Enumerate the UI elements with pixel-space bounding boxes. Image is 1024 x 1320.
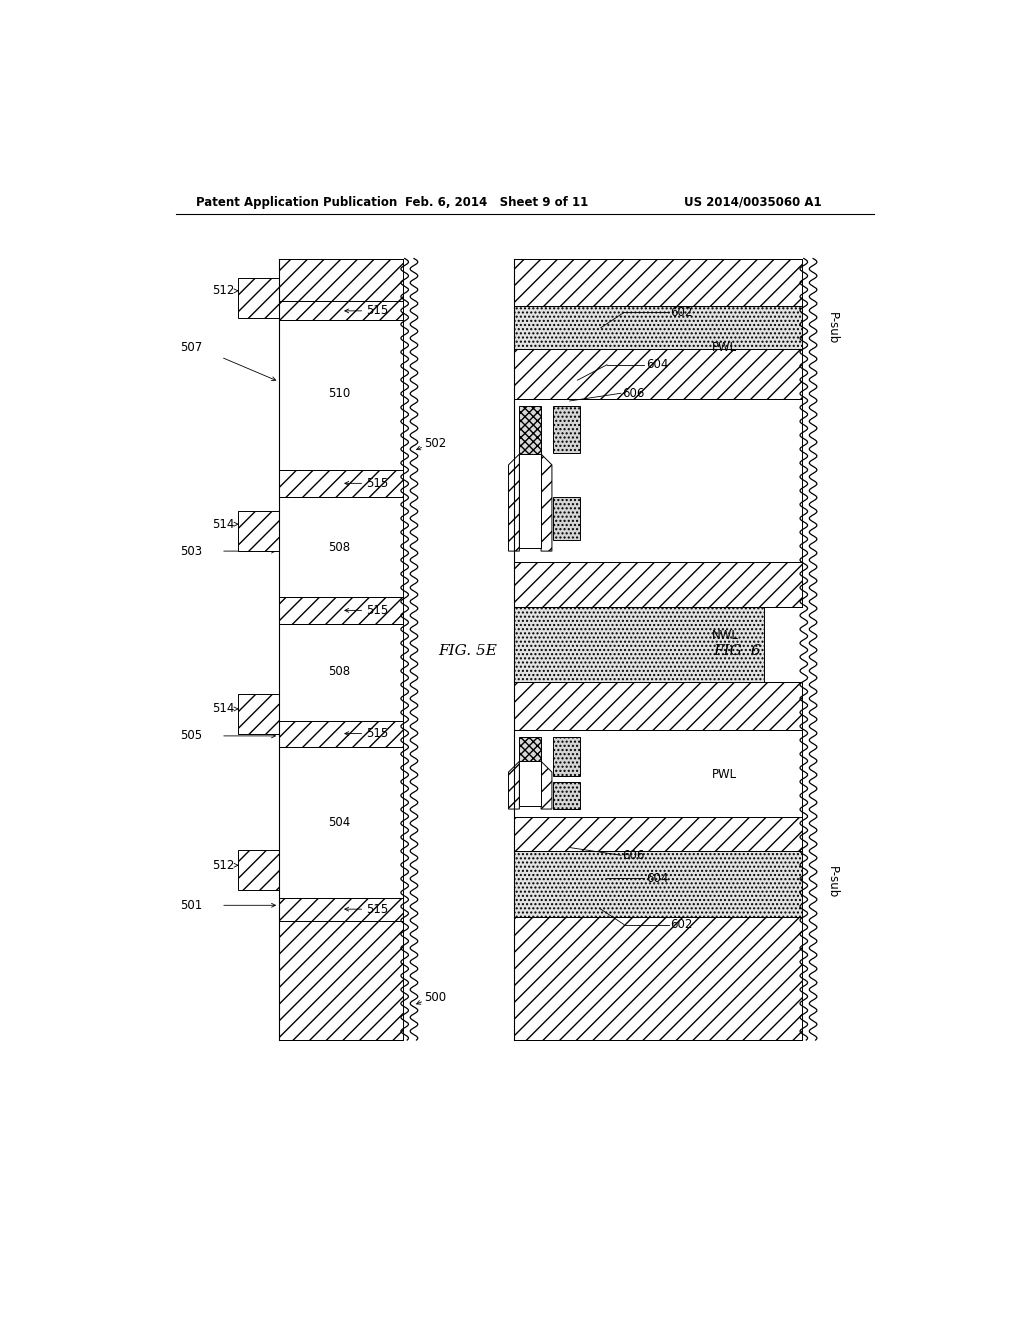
Polygon shape: [541, 454, 552, 552]
Bar: [280, 624, 403, 721]
Text: 505: 505: [180, 730, 203, 742]
Polygon shape: [509, 454, 519, 552]
Bar: [553, 738, 580, 776]
Bar: [280, 721, 403, 747]
Bar: [280, 898, 403, 921]
Bar: [280, 747, 403, 898]
Text: 503: 503: [180, 545, 203, 557]
Bar: [514, 851, 802, 917]
Bar: [519, 738, 541, 762]
Text: 507: 507: [180, 341, 203, 354]
Text: 514: 514: [213, 702, 234, 715]
Text: 606: 606: [623, 387, 645, 400]
Bar: [238, 850, 280, 890]
Bar: [514, 730, 802, 817]
Text: P-sub: P-sub: [825, 866, 839, 899]
Bar: [519, 407, 541, 454]
Text: 504: 504: [328, 816, 350, 829]
Bar: [514, 399, 802, 562]
Bar: [280, 597, 403, 624]
Text: FIG. 5E: FIG. 5E: [438, 644, 497, 659]
Text: 508: 508: [328, 541, 350, 554]
Bar: [514, 607, 764, 682]
Text: 500: 500: [424, 991, 446, 1005]
Text: NWL: NWL: [712, 630, 738, 643]
Bar: [514, 817, 802, 851]
Text: 604: 604: [646, 358, 668, 371]
Text: 602: 602: [671, 917, 693, 931]
Text: 602: 602: [671, 306, 693, 319]
Text: 604: 604: [646, 871, 668, 884]
Polygon shape: [541, 762, 552, 809]
Text: P-sub: P-sub: [825, 312, 839, 345]
Bar: [280, 470, 403, 498]
Text: 512: 512: [213, 284, 234, 297]
Bar: [553, 781, 580, 809]
Text: 515: 515: [366, 477, 388, 490]
Bar: [280, 498, 403, 598]
Text: Patent Application Publication: Patent Application Publication: [197, 195, 397, 209]
Bar: [519, 454, 541, 548]
Text: 508: 508: [328, 665, 350, 678]
Text: 515: 515: [366, 903, 388, 916]
Bar: [280, 321, 403, 470]
Bar: [553, 407, 580, 453]
Text: US 2014/0035060 A1: US 2014/0035060 A1: [684, 195, 822, 209]
Bar: [514, 348, 802, 399]
Polygon shape: [509, 762, 519, 809]
Text: FIG. 6: FIG. 6: [713, 644, 761, 659]
Text: 606: 606: [623, 849, 645, 862]
Text: Feb. 6, 2014   Sheet 9 of 11: Feb. 6, 2014 Sheet 9 of 11: [406, 195, 589, 209]
Bar: [514, 917, 802, 1040]
Text: 512: 512: [213, 859, 234, 871]
Bar: [280, 301, 403, 321]
Text: 515: 515: [366, 727, 388, 741]
Bar: [514, 259, 802, 306]
Text: 515: 515: [366, 603, 388, 616]
Text: PWL: PWL: [712, 768, 736, 781]
Bar: [514, 562, 802, 607]
Bar: [514, 306, 802, 348]
Bar: [238, 277, 280, 318]
Bar: [514, 682, 802, 730]
Text: 510: 510: [328, 387, 350, 400]
Bar: [280, 259, 403, 301]
Text: 514: 514: [213, 517, 234, 531]
Bar: [519, 762, 541, 807]
Text: PWL: PWL: [712, 341, 736, 354]
Text: 502: 502: [424, 437, 446, 450]
Bar: [280, 921, 403, 1040]
Bar: [553, 498, 580, 540]
Bar: [238, 511, 280, 552]
Text: 501: 501: [180, 899, 203, 912]
Text: 515: 515: [366, 305, 388, 317]
Bar: [238, 693, 280, 734]
